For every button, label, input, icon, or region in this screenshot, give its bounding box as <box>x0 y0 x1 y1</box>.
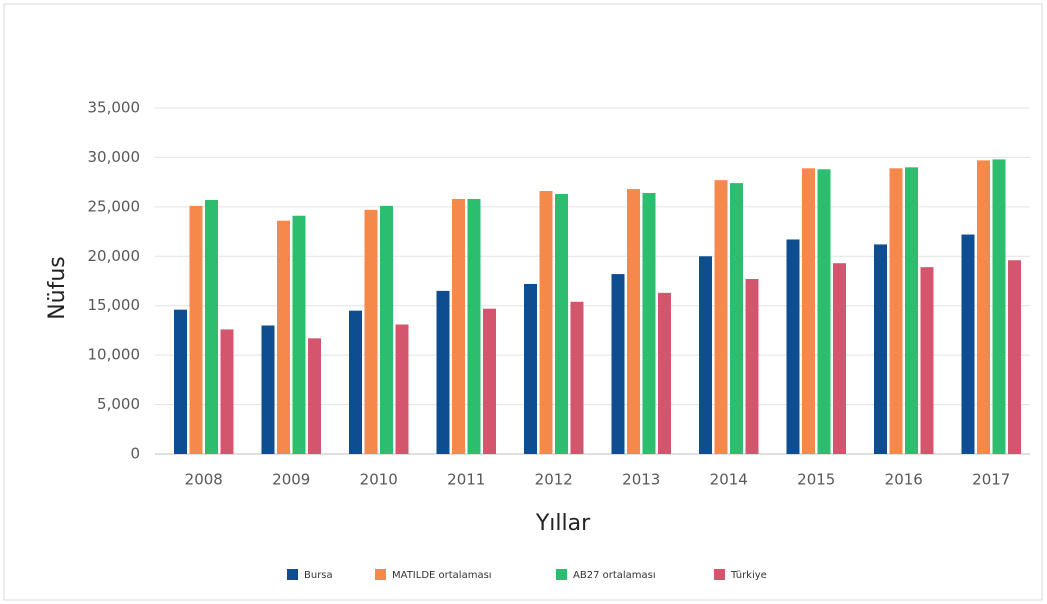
bar <box>992 159 1006 455</box>
bar <box>611 274 625 454</box>
bar <box>745 279 759 454</box>
bar <box>524 283 537 454</box>
bar <box>1008 260 1021 454</box>
bar <box>627 189 640 454</box>
x-tick-label: 2017 <box>972 471 1010 489</box>
y-tick-label: 20,000 <box>88 247 141 265</box>
bar <box>467 198 481 454</box>
y-tick-label: 30,000 <box>88 148 141 166</box>
legend-swatch <box>556 569 567 580</box>
bar <box>905 167 918 455</box>
bar <box>189 205 203 454</box>
legend-swatch <box>375 569 386 580</box>
bar <box>833 263 846 454</box>
bar <box>205 199 218 454</box>
bar <box>786 239 800 454</box>
bar <box>174 309 187 454</box>
bar <box>714 180 728 454</box>
bar <box>395 324 409 454</box>
x-tick-label: 2013 <box>622 471 660 489</box>
bar <box>817 169 831 454</box>
legend-label: MATILDE ortalaması <box>392 570 492 581</box>
y-tick-label: 35,000 <box>88 99 141 117</box>
bar <box>483 308 496 454</box>
bar <box>730 183 743 455</box>
frame <box>3 3 1043 601</box>
y-axis-label: Nüfus <box>45 256 70 320</box>
bar <box>920 267 934 454</box>
y-tick-label: 10,000 <box>88 346 141 364</box>
y-tick-label: 15,000 <box>88 296 141 314</box>
bar <box>220 329 234 454</box>
bar <box>889 168 903 454</box>
bar <box>364 209 378 454</box>
bar <box>555 194 568 454</box>
bar <box>308 338 321 454</box>
bar <box>452 198 465 454</box>
x-tick-label: 2016 <box>885 471 923 489</box>
bar <box>642 193 656 454</box>
x-tick-label: 2015 <box>797 471 835 489</box>
x-tick-label: 2010 <box>360 471 398 489</box>
x-tick-label: 2011 <box>447 471 485 489</box>
legend-label: Bursa <box>304 570 333 581</box>
y-tick-label: 25,000 <box>88 197 141 215</box>
bar <box>802 168 815 454</box>
legend-swatch <box>287 569 298 580</box>
bar <box>380 205 393 454</box>
bar <box>699 256 712 454</box>
bar <box>874 244 887 454</box>
legend-swatch <box>714 569 725 580</box>
legend-label: Türkiye <box>730 570 767 581</box>
bar <box>261 325 275 454</box>
bar <box>436 290 450 454</box>
bar <box>277 220 290 454</box>
x-tick-label: 2009 <box>272 471 310 489</box>
bar <box>349 310 362 454</box>
x-tick-label: 2014 <box>710 471 748 489</box>
bar <box>539 191 553 455</box>
bar <box>292 215 306 454</box>
bar <box>977 160 990 454</box>
x-axis-label: Yıllar <box>535 511 591 536</box>
x-tick-label: 2012 <box>535 471 573 489</box>
y-tick-label: 0 <box>130 445 140 463</box>
bar <box>570 301 584 454</box>
bar <box>961 234 975 454</box>
x-tick-label: 2008 <box>185 471 223 489</box>
y-tick-label: 5,000 <box>97 395 140 413</box>
legend-label: AB27 ortalaması <box>573 570 656 581</box>
bar <box>658 292 671 454</box>
